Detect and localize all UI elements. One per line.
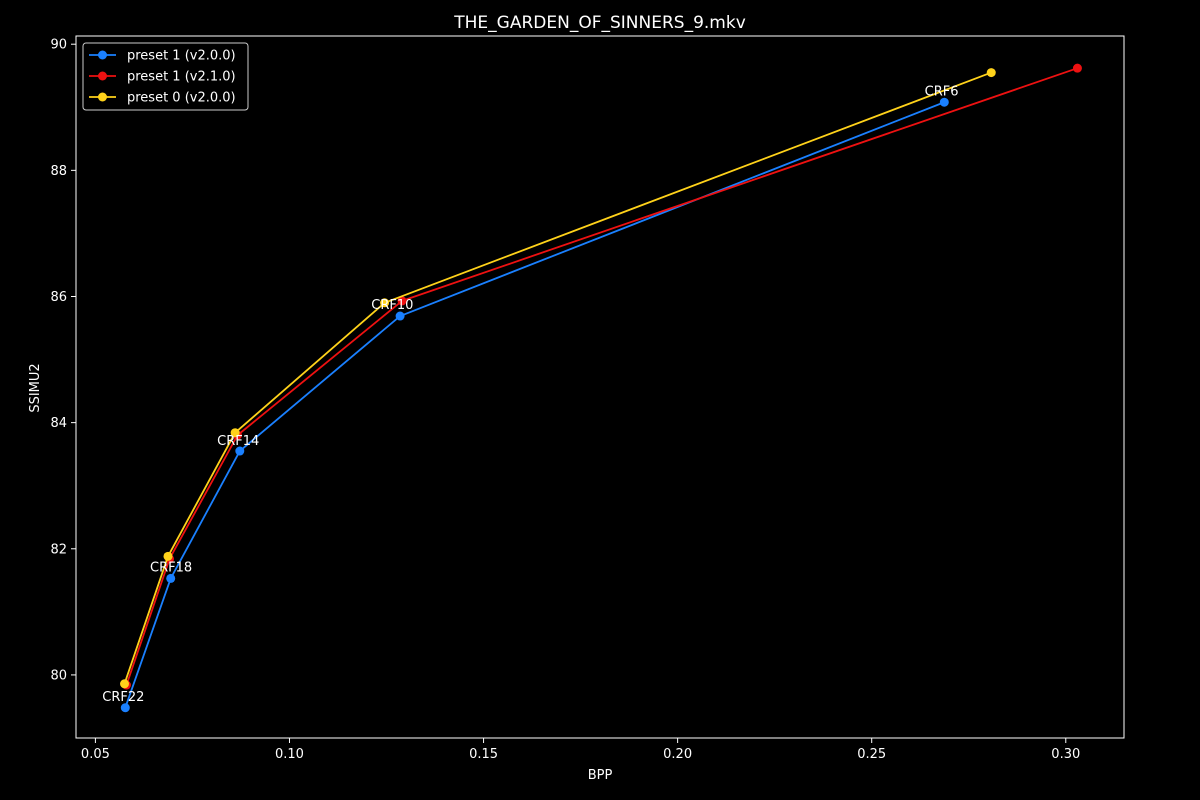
series-3 — [120, 68, 996, 689]
legend: preset 1 (v2.0.0) preset 1 (v2.1.0) preset… — [82, 42, 249, 111]
series-1 — [120, 97, 949, 713]
x-tick-label: 0.20 — [663, 747, 692, 762]
legend-marker — [98, 92, 107, 102]
y-tick-label: 90 — [50, 38, 67, 53]
legend-label: preset 1 (v2.1.0) — [127, 70, 236, 85]
legend-label: preset 0 (v2.0.0) — [127, 91, 236, 106]
x-tick-label: 0.15 — [469, 747, 498, 762]
y-tick-label: 82 — [50, 542, 67, 557]
data-point — [163, 551, 173, 561]
x-tick-label: 0.30 — [1051, 747, 1080, 762]
data-point — [120, 679, 130, 689]
y-tick-label: 86 — [50, 290, 67, 305]
y-tick-label: 88 — [50, 164, 67, 179]
legend-label: preset 1 (v2.0.0) — [127, 49, 236, 64]
x-tick-label: 0.25 — [857, 747, 886, 762]
crf-annotation: CRF14 — [217, 434, 259, 449]
x-tick-label: 0.10 — [275, 747, 304, 762]
data-point — [235, 446, 245, 456]
crf-annotation: CRF6 — [925, 84, 959, 99]
legend-marker — [98, 50, 107, 60]
legend-item: preset 1 (v2.0.0) — [89, 49, 236, 64]
legend-marker — [98, 71, 107, 81]
y-tick-label: 84 — [50, 416, 67, 431]
crf-annotation: CRF18 — [150, 561, 192, 576]
y-axis: 80 82 84 86 88 90 — [50, 38, 76, 683]
data-point — [120, 703, 130, 713]
data-point — [939, 97, 949, 107]
chart-title: THE_GARDEN_OF_SINNERS_9.mkv — [453, 13, 746, 33]
annotation-layer: CRF22 CRF18 CRF14 CRF10 CRF6 — [102, 84, 958, 704]
crf-annotation: CRF10 — [371, 298, 413, 313]
data-point — [1072, 63, 1082, 73]
data-point — [166, 573, 176, 583]
data-point — [395, 311, 405, 321]
legend-item: preset 0 (v2.0.0) — [89, 91, 236, 106]
data-point — [397, 296, 407, 306]
series-layer — [120, 63, 1082, 713]
legend-item: preset 1 (v2.1.0) — [89, 70, 236, 85]
y-tick-label: 80 — [50, 668, 67, 683]
data-point — [986, 68, 996, 78]
data-point — [380, 298, 390, 308]
x-axis: 0.05 0.10 0.15 0.20 0.25 0.30 — [81, 738, 1080, 762]
crf-annotation: CRF22 — [102, 690, 144, 705]
plot-frame — [75, 35, 1125, 739]
data-point — [230, 428, 240, 438]
x-tick-label: 0.05 — [81, 747, 110, 762]
legend-frame — [82, 42, 249, 111]
x-axis-label: BPP — [588, 768, 613, 783]
y-axis-label: SSIMU2 — [28, 363, 43, 412]
